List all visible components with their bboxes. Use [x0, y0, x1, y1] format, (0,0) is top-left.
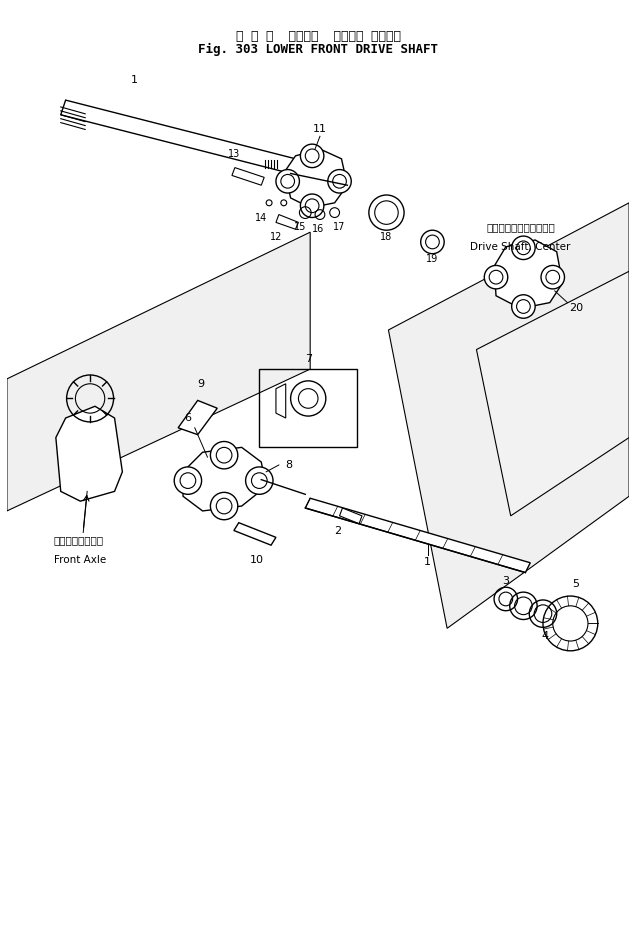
- Circle shape: [300, 194, 324, 218]
- Polygon shape: [232, 168, 264, 185]
- Text: 8: 8: [285, 460, 292, 470]
- Text: Fig. 303 LOWER FRONT DRIVE SHAFT: Fig. 303 LOWER FRONT DRIVE SHAFT: [198, 44, 438, 57]
- Text: 3: 3: [502, 577, 509, 586]
- Bar: [259, 369, 357, 448]
- Polygon shape: [56, 406, 122, 502]
- Text: 2: 2: [334, 526, 341, 536]
- Polygon shape: [340, 508, 362, 524]
- Text: 20: 20: [569, 303, 583, 313]
- Text: 10: 10: [249, 555, 263, 565]
- Text: ロ ワ ー  フロント  ドライブ シャフト: ロ ワ ー フロント ドライブ シャフト: [235, 30, 401, 43]
- Text: 1: 1: [130, 75, 137, 85]
- Text: 18: 18: [380, 232, 392, 242]
- Polygon shape: [389, 203, 629, 629]
- Circle shape: [300, 144, 324, 168]
- Text: 7: 7: [305, 354, 312, 364]
- Circle shape: [174, 467, 202, 494]
- Polygon shape: [276, 384, 286, 418]
- Text: 14: 14: [255, 212, 267, 222]
- Text: フロントアクスル: フロントアクスル: [54, 535, 104, 545]
- Circle shape: [484, 265, 508, 289]
- Text: 13: 13: [228, 149, 240, 159]
- Text: 15: 15: [294, 222, 307, 233]
- Polygon shape: [178, 400, 218, 435]
- Circle shape: [512, 295, 535, 318]
- Polygon shape: [7, 232, 310, 511]
- Text: ドライブシャフトセンタ: ドライブシャフトセンタ: [486, 222, 555, 232]
- Polygon shape: [476, 272, 629, 515]
- Polygon shape: [276, 214, 298, 229]
- Polygon shape: [305, 498, 530, 573]
- Circle shape: [211, 441, 238, 469]
- Circle shape: [328, 170, 351, 193]
- Polygon shape: [183, 448, 266, 511]
- Text: 6: 6: [184, 413, 191, 423]
- Polygon shape: [234, 523, 276, 545]
- Polygon shape: [494, 240, 562, 309]
- Text: Front Axle: Front Axle: [54, 555, 106, 565]
- Text: 5: 5: [572, 579, 579, 590]
- Text: 17: 17: [333, 222, 346, 233]
- Text: 9: 9: [197, 378, 204, 388]
- Text: Drive Shaft, Center: Drive Shaft, Center: [470, 242, 570, 252]
- Circle shape: [512, 236, 535, 260]
- Polygon shape: [61, 100, 296, 173]
- Circle shape: [266, 200, 272, 206]
- Text: 19: 19: [426, 254, 439, 263]
- Text: 11: 11: [313, 124, 327, 134]
- Circle shape: [541, 265, 565, 289]
- Circle shape: [245, 467, 273, 494]
- Circle shape: [276, 170, 300, 193]
- Text: 12: 12: [270, 232, 282, 242]
- Text: 4: 4: [541, 631, 548, 641]
- Text: 16: 16: [312, 224, 324, 235]
- Circle shape: [211, 492, 238, 520]
- Circle shape: [281, 200, 287, 206]
- Text: 1: 1: [424, 557, 431, 567]
- Polygon shape: [285, 149, 347, 208]
